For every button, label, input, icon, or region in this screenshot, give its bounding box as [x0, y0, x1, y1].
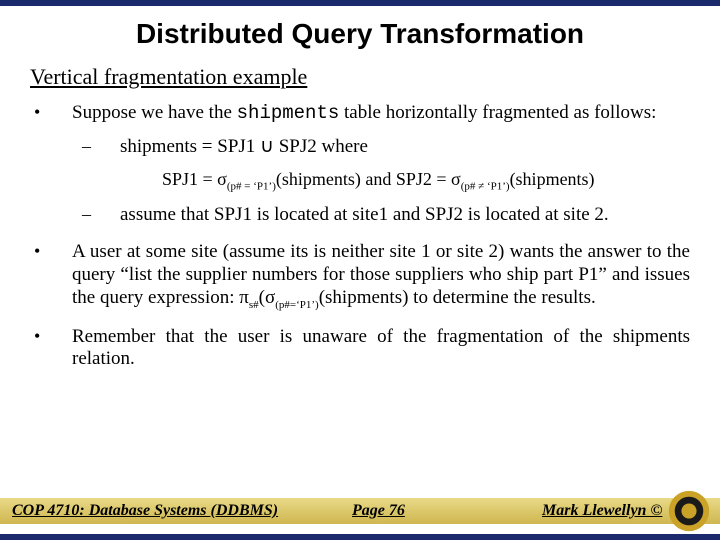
- bullet-2-c: (shipments) to determine the results.: [319, 287, 596, 308]
- footer: COP 4710: Database Systems (DDBMS) Page …: [0, 494, 720, 528]
- formula-p2b: (shipments): [510, 169, 595, 189]
- footer-page: Page 76: [352, 502, 502, 520]
- sub-list-1: shipments = SPJ1 ∪ SPJ2 where: [72, 135, 690, 159]
- formula-p2sub: (p# ≠ ‘P1’): [461, 180, 510, 192]
- bullet-2-b: (σ: [259, 287, 276, 308]
- ucf-logo-icon: [668, 490, 710, 532]
- formula-p1b: (shipments) and SPJ2 = σ: [276, 169, 461, 189]
- formula-p1a: SPJ1 = σ: [162, 169, 227, 189]
- bullet-2: A user at some site (assume its is neith…: [30, 241, 690, 312]
- bullet-1-code: shipments: [237, 102, 340, 124]
- bullet-1-lead: Suppose we have the: [72, 102, 237, 123]
- formula: SPJ1 = σ(p# = ‘P1’)(shipments) and SPJ2 …: [162, 169, 690, 194]
- slide-title: Distributed Query Transformation: [30, 18, 690, 50]
- sub-list-2: assume that SPJ1 is located at site1 and…: [72, 203, 690, 227]
- footer-author: Mark Llewellyn ©: [542, 502, 662, 520]
- slide-subtitle: Vertical fragmentation example: [30, 64, 690, 90]
- footer-course: COP 4710: Database Systems (DDBMS): [12, 502, 312, 520]
- bullet-2-sub1: s#: [249, 298, 259, 310]
- sub-1-2: assume that SPJ1 is located at site1 and…: [72, 203, 690, 227]
- bullet-1-tail: table horizontally fragmented as follows…: [339, 102, 656, 123]
- bullet-2-sub2: (p#=‘P1’): [275, 298, 318, 310]
- formula-p1sub: (p# = ‘P1’): [227, 180, 276, 192]
- bullet-3: Remember that the user is unaware of the…: [30, 326, 690, 372]
- sub-1-1: shipments = SPJ1 ∪ SPJ2 where: [72, 135, 690, 159]
- bullet-1: Suppose we have the shipments table hori…: [30, 102, 690, 227]
- bullet-list: Suppose we have the shipments table hori…: [30, 102, 690, 371]
- slide-container: Distributed Query Transformation Vertica…: [0, 0, 720, 540]
